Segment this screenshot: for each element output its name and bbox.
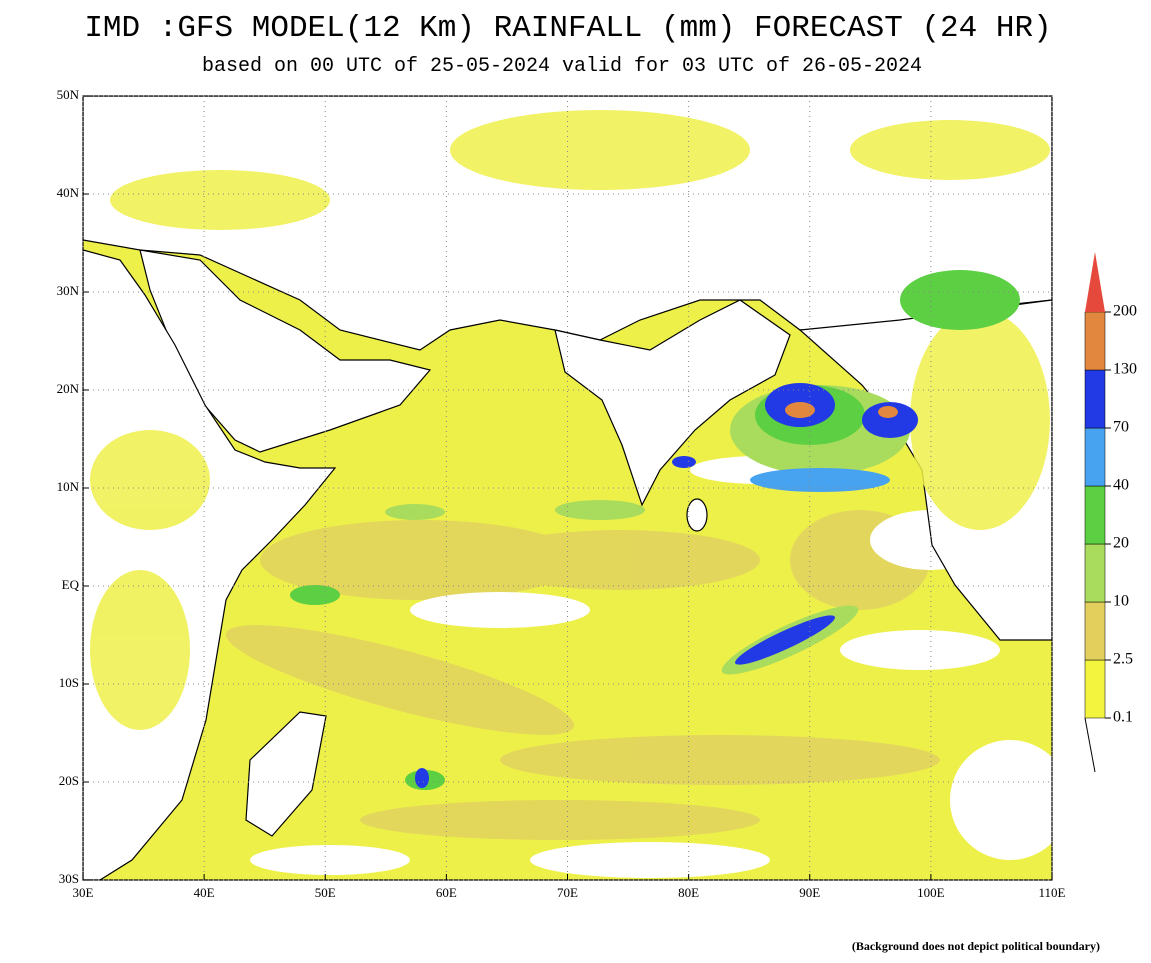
colorbar-segment: [1084, 659, 1106, 719]
colorbar-segment: [1084, 601, 1106, 661]
colorbar-label: 0.1: [1113, 709, 1133, 726]
x-tick-label: 50E: [315, 885, 336, 900]
y-tick-label: 50N: [57, 87, 80, 102]
x-tick-label: 110E: [1039, 885, 1066, 900]
sri-lanka-land: [686, 498, 708, 532]
colorbar-segment: [1084, 311, 1106, 371]
y-tick-label: EQ: [62, 577, 80, 592]
x-tick-label: 30E: [73, 885, 94, 900]
x-tick-label: 80E: [678, 885, 699, 900]
colorbar-segment: [1084, 427, 1106, 487]
y-tick-label: 10N: [57, 479, 80, 494]
x-tick-label: 70E: [557, 885, 578, 900]
colorbar-segment: [1084, 369, 1106, 429]
y-tick-label: 40N: [57, 185, 80, 200]
y-tick-label: 20N: [57, 381, 80, 396]
colorbar-label: 200: [1113, 303, 1137, 320]
axes: 30E 40E 50E 60E 70E 80E 90E 100E 110E 50N 40N 30N 20…: [57, 87, 1066, 900]
y-tick-label: 20S: [59, 773, 79, 788]
colorbar-label: 10: [1113, 593, 1129, 610]
x-tick-label: 40E: [194, 885, 215, 900]
colorbar: 0.1 2.5 10 20 40 70 130 200: [1084, 252, 1137, 773]
x-tick-label: 60E: [436, 885, 457, 900]
colorbar-tail: [1084, 717, 1096, 773]
footnote: (Background does not depict political bo…: [852, 939, 1100, 953]
colorbar-label: 20: [1113, 535, 1129, 552]
madagascar-land: [245, 711, 327, 837]
colorbar-label: 70: [1113, 419, 1129, 436]
colorbar-label: 2.5: [1113, 651, 1133, 668]
y-tick-label: 10S: [59, 675, 79, 690]
x-tick-label: 90E: [799, 885, 820, 900]
map-field: [83, 96, 1052, 880]
subtitle: based on 00 UTC of 25-05-2024 valid for …: [202, 55, 922, 78]
no-rain: [250, 456, 1052, 878]
x-tick-label: 100E: [917, 885, 945, 900]
colorbar-label: 130: [1113, 361, 1137, 378]
colorbar-segment: [1084, 485, 1106, 545]
heavy-rain: [290, 270, 1020, 790]
title: IMD :GFS MODEL(12 Km) RAINFALL (mm) FORE…: [84, 11, 1051, 46]
colorbar-segment: [1084, 543, 1106, 603]
y-tick-label: 30N: [57, 283, 80, 298]
colorbar-label: 40: [1113, 477, 1129, 494]
colorbar-extension: [1085, 252, 1105, 312]
y-tick-label: 30S: [59, 871, 79, 886]
land-rain: [90, 110, 1050, 730]
india-land: [554, 299, 791, 507]
